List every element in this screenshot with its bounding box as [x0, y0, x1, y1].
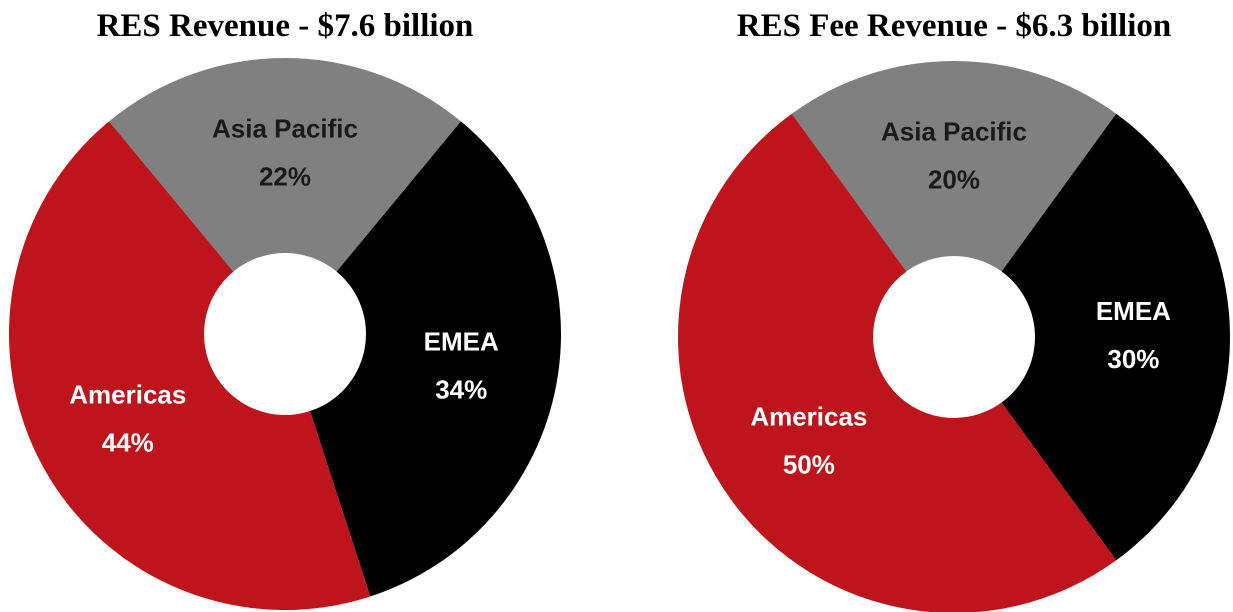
slice-value-label: 50%	[783, 449, 835, 479]
slice-label: Americas	[69, 379, 186, 409]
slice-label: Asia Pacific	[881, 116, 1027, 146]
donut-slice	[791, 60, 1117, 272]
slice-label: Americas	[750, 401, 867, 431]
chart-title: RES Fee Revenue - $6.3 billion	[737, 8, 1172, 44]
donut-slice	[109, 58, 461, 272]
donut-slice	[1001, 113, 1231, 561]
slice-label: EMEA	[424, 326, 499, 356]
donut-slice	[9, 121, 371, 610]
slice-label: EMEA	[1096, 296, 1171, 326]
slice-value-label: 44%	[102, 427, 154, 457]
donut-slice	[310, 121, 561, 597]
slice-value-label: 30%	[1107, 344, 1159, 374]
slice-value-label: 22%	[259, 161, 311, 191]
slice-value-label: 34%	[435, 374, 487, 404]
donut-slice	[678, 113, 1117, 612]
chart-title: RES Revenue - $7.6 billion	[97, 8, 474, 44]
slice-label: Asia Pacific	[212, 113, 358, 143]
slice-value-label: 20%	[928, 164, 980, 194]
